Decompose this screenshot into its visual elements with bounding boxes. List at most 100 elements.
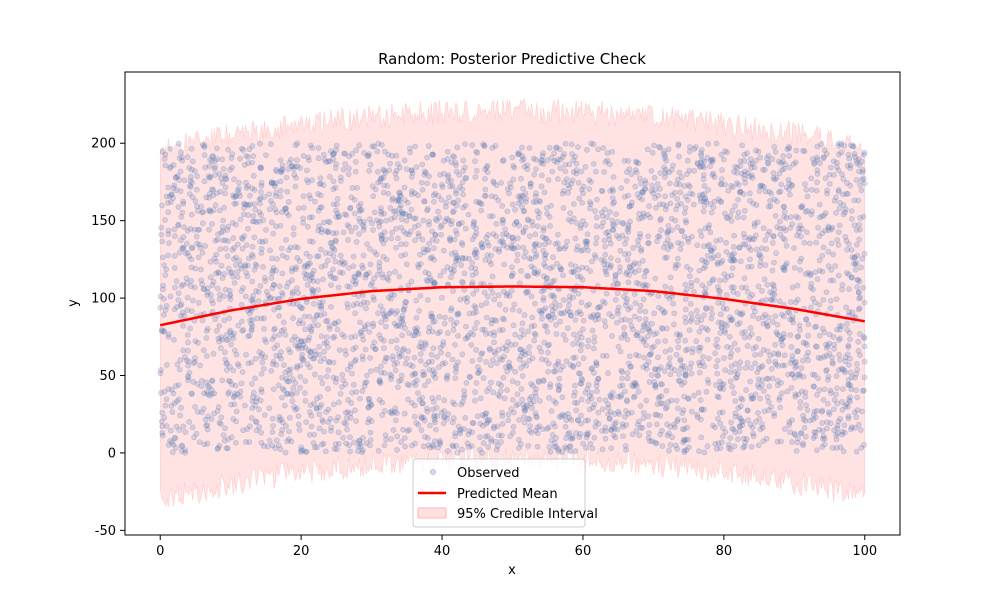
observed-point (274, 342, 281, 349)
observed-point (853, 448, 860, 455)
observed-point (210, 300, 216, 307)
observed-point (450, 415, 457, 422)
observed-point (665, 246, 671, 253)
observed-point (636, 307, 643, 314)
observed-point (179, 442, 185, 449)
observed-point (478, 207, 485, 214)
observed-point (810, 416, 816, 423)
observed-point (418, 413, 425, 420)
observed-point (599, 427, 605, 434)
observed-point (192, 403, 199, 410)
observed-point (337, 390, 344, 397)
observed-point (180, 322, 187, 329)
observed-point (342, 161, 349, 167)
observed-point (197, 244, 204, 251)
observed-point (450, 208, 457, 214)
observed-point (531, 330, 538, 337)
observed-point (163, 396, 170, 403)
observed-point (704, 154, 711, 161)
observed-point (642, 177, 648, 184)
observed-point (648, 187, 655, 194)
observed-point (417, 351, 424, 357)
observed-point (446, 194, 452, 201)
observed-point (647, 214, 654, 221)
observed-point (739, 142, 746, 149)
observed-point (479, 326, 486, 333)
observed-point (633, 351, 639, 358)
observed-point (638, 180, 644, 187)
observed-point (595, 375, 602, 382)
observed-point (363, 305, 369, 312)
observed-point (652, 186, 659, 193)
observed-point (573, 247, 580, 253)
observed-point (276, 304, 283, 311)
observed-point (710, 276, 717, 283)
observed-point (266, 191, 273, 198)
observed-point (478, 240, 485, 246)
observed-point (455, 221, 462, 228)
observed-point (808, 211, 815, 218)
observed-point (509, 234, 516, 241)
observed-point (713, 446, 720, 452)
observed-point (674, 446, 681, 452)
observed-point (584, 302, 590, 309)
observed-point (390, 427, 397, 433)
observed-point (809, 286, 816, 293)
observed-point (652, 382, 659, 389)
observed-point (501, 395, 508, 402)
observed-point (495, 346, 502, 353)
observed-point (214, 446, 221, 452)
observed-point (547, 384, 553, 391)
observed-point (753, 147, 759, 154)
observed-point (412, 237, 418, 244)
observed-point (816, 201, 823, 208)
observed-point (617, 264, 623, 271)
observed-point (750, 200, 757, 207)
observed-point (168, 386, 175, 393)
observed-point (188, 390, 195, 397)
observed-point (511, 245, 518, 252)
observed-point (240, 211, 247, 218)
observed-point (796, 373, 803, 380)
observed-point (357, 319, 363, 326)
observed-point (366, 328, 373, 335)
observed-point (222, 245, 229, 252)
observed-point (272, 445, 279, 452)
observed-point (277, 446, 284, 453)
observed-point (271, 306, 277, 313)
observed-point (352, 158, 359, 165)
observed-point (556, 386, 562, 393)
observed-point (260, 365, 267, 372)
observed-point (529, 314, 536, 321)
observed-point (326, 322, 333, 329)
observed-point (171, 252, 178, 259)
observed-point (450, 267, 457, 274)
observed-point (378, 235, 385, 242)
observed-point (545, 349, 551, 356)
observed-point (191, 226, 198, 233)
observed-point (193, 233, 200, 240)
observed-point (520, 360, 527, 367)
observed-point (222, 356, 229, 363)
observed-point (398, 352, 405, 359)
observed-point (178, 283, 185, 289)
observed-point (516, 151, 523, 158)
observed-point (362, 346, 369, 353)
observed-point (488, 436, 495, 443)
observed-point (514, 235, 521, 242)
observed-point (170, 185, 177, 191)
observed-point (671, 367, 678, 374)
observed-point (833, 194, 839, 201)
observed-point (716, 378, 723, 385)
observed-point (593, 360, 600, 367)
observed-point (797, 266, 804, 273)
observed-point (178, 214, 185, 220)
observed-point (400, 426, 406, 433)
observed-point (330, 374, 337, 381)
observed-point (506, 363, 512, 369)
observed-point (593, 168, 599, 175)
observed-point (412, 215, 419, 222)
observed-point (643, 397, 650, 404)
observed-point (406, 212, 413, 219)
observed-point (675, 405, 681, 412)
